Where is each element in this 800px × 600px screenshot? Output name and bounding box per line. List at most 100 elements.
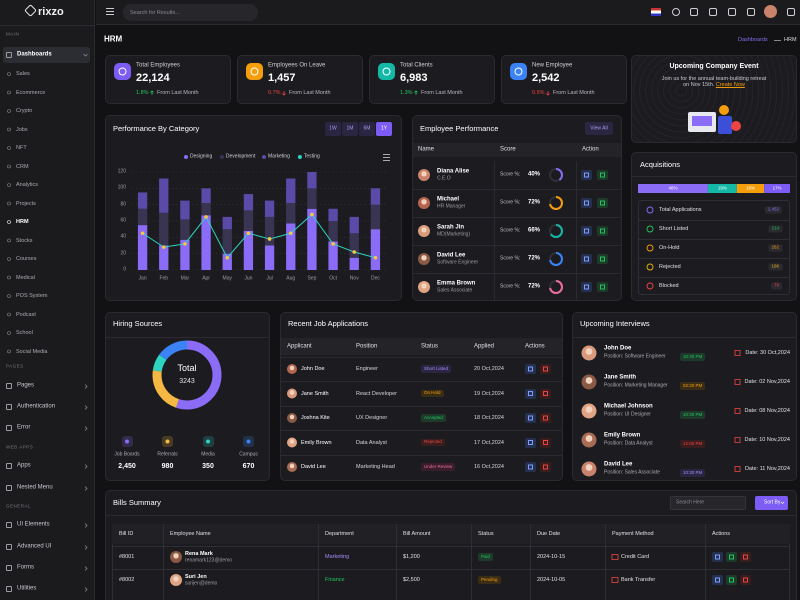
range-button[interactable]: [359, 122, 375, 136]
menu-item[interactable]: Dashboards: [17, 51, 52, 58]
x-tick-label: Oct: [329, 275, 337, 282]
stat-note: From Last Month: [157, 89, 199, 96]
action-button[interactable]: [712, 575, 723, 585]
header-icon[interactable]: [709, 8, 717, 16]
breadcrumb-link[interactable]: Dashboards: [738, 36, 768, 43]
range-label[interactable]: 1W: [329, 125, 337, 132]
line-point: [183, 242, 187, 246]
action-icon: [729, 577, 734, 583]
action-button[interactable]: [597, 226, 608, 236]
action-button[interactable]: [581, 254, 592, 264]
employee-role: Sales Associate: [437, 286, 473, 293]
event-link[interactable]: Create Now: [715, 82, 745, 88]
row-divider: [112, 568, 790, 570]
header-icon[interactable]: [728, 8, 736, 16]
action-button[interactable]: [525, 462, 536, 472]
action-button[interactable]: [540, 437, 551, 448]
action-button[interactable]: [581, 282, 592, 292]
range-label[interactable]: 1M: [346, 125, 354, 132]
menu-item[interactable]: Advanced UI: [17, 543, 52, 550]
action-button[interactable]: [597, 198, 608, 208]
submenu-item[interactable]: School: [16, 329, 33, 336]
action-button[interactable]: [726, 552, 737, 562]
action-button[interactable]: [525, 388, 536, 399]
line-point: [373, 255, 378, 260]
column-header: Status: [478, 530, 494, 537]
user-avatar[interactable]: [764, 5, 777, 18]
search-box[interactable]: [123, 4, 258, 21]
menu-item[interactable]: Error: [17, 424, 31, 431]
action-button[interactable]: [740, 575, 751, 585]
submenu-item[interactable]: Medical: [16, 274, 35, 281]
view-all-button[interactable]: [585, 122, 613, 135]
submenu-item[interactable]: Crypto: [16, 107, 33, 114]
menu-item[interactable]: Utilities: [17, 585, 37, 592]
action-button[interactable]: [540, 413, 551, 423]
stat-label: Total Employees: [136, 62, 181, 69]
menu-item[interactable]: Authentication: [17, 403, 56, 410]
sort-label[interactable]: Sort By: [764, 499, 781, 506]
status-badge: On Hold: [421, 389, 444, 398]
submenu-item[interactable]: Analytics: [16, 181, 39, 188]
submenu-item[interactable]: Podcast: [16, 311, 36, 318]
submenu-item[interactable]: Social Media: [16, 348, 48, 355]
action-button[interactable]: [597, 254, 608, 264]
action-button[interactable]: [597, 170, 608, 180]
submenu-item[interactable]: Ecommerce: [16, 89, 46, 96]
action-button[interactable]: [540, 388, 551, 399]
submenu-item[interactable]: POS System: [16, 292, 48, 299]
card-title: Upcoming Interviews: [580, 318, 650, 328]
submenu-item[interactable]: CRM: [16, 163, 29, 170]
action-button[interactable]: [740, 552, 751, 562]
submenu-item[interactable]: Projects: [16, 200, 36, 207]
sort-button[interactable]: [755, 496, 788, 510]
menu-item[interactable]: Nested Menu: [17, 484, 53, 491]
action-button[interactable]: [726, 575, 737, 585]
action-button[interactable]: [581, 198, 592, 208]
menu-item[interactable]: Pages: [17, 382, 35, 389]
time-badge: 10:30 PM: [680, 411, 706, 419]
action-button[interactable]: [525, 364, 536, 374]
column-header: Payment Method: [612, 530, 654, 537]
action-button[interactable]: [712, 552, 723, 562]
item-icon: [646, 282, 654, 290]
range-button[interactable]: [342, 122, 358, 136]
action-button[interactable]: [540, 364, 551, 374]
action-button[interactable]: [581, 226, 592, 236]
button-label[interactable]: View All: [590, 124, 608, 131]
submenu-item[interactable]: Stocks: [16, 237, 33, 244]
search-placeholder: Search for Results...: [130, 9, 180, 16]
item-label: Short Listed: [659, 225, 689, 232]
action-button[interactable]: [597, 282, 608, 292]
employee-name: Diana Alise: [437, 168, 470, 175]
header-icon[interactable]: [747, 8, 755, 16]
action-icon: [584, 172, 589, 178]
range-label[interactable]: 6M: [363, 125, 371, 132]
menu-item[interactable]: Apps: [17, 462, 31, 469]
submenu-item[interactable]: HRM: [16, 218, 29, 225]
menu-item[interactable]: Forms: [17, 564, 34, 571]
range-button[interactable]: [376, 122, 392, 136]
submenu-item[interactable]: NFT: [16, 144, 27, 151]
chart-menu-line: [383, 154, 390, 155]
header-icon[interactable]: [690, 8, 698, 16]
action-button[interactable]: [525, 437, 536, 448]
search-input[interactable]: [670, 496, 746, 510]
donut-segment: [152, 340, 222, 410]
header-icon[interactable]: [672, 8, 680, 16]
action-button[interactable]: [540, 462, 551, 472]
submenu-item[interactable]: Courses: [16, 255, 37, 262]
menu-icon: [6, 383, 12, 389]
action-button[interactable]: [581, 170, 592, 180]
interview-date: Date: 10 Nov,2024: [744, 436, 790, 443]
range-label[interactable]: 1Y: [380, 125, 388, 132]
submenu-item[interactable]: Sales: [16, 70, 30, 77]
menu-item[interactable]: UI Elements: [17, 521, 50, 528]
submenu-item[interactable]: Jobs: [16, 126, 28, 133]
stat-value: 1,457: [268, 71, 296, 84]
action-button[interactable]: [525, 413, 536, 423]
header-icon[interactable]: [787, 8, 795, 16]
range-button[interactable]: [325, 122, 341, 136]
event-text: Join us for the annual team-building ret…: [658, 76, 770, 88]
menu-active[interactable]: [3, 47, 90, 63]
